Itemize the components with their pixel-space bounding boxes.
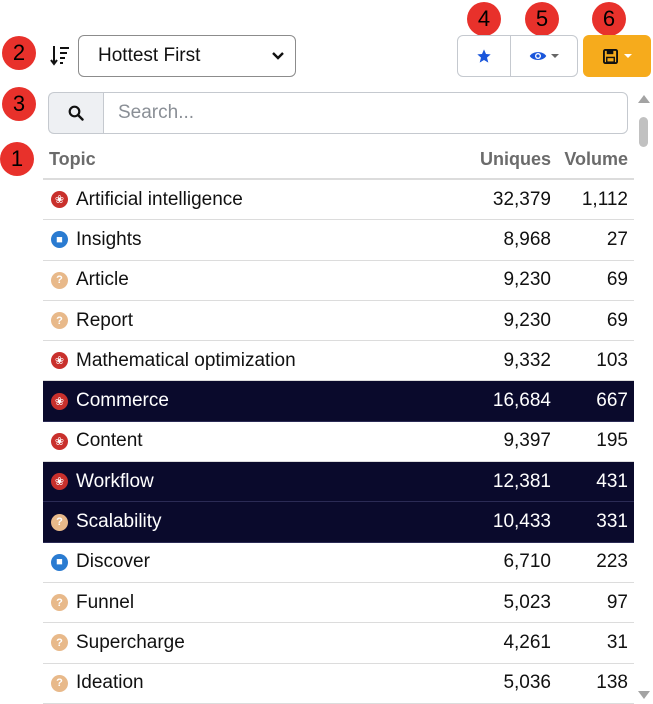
table-row[interactable]: ❀ Content 9,397 195: [43, 422, 634, 463]
view-button-group: [457, 35, 578, 77]
lightbulb-icon: ❀: [51, 432, 68, 450]
volume-value: 69: [606, 309, 628, 331]
annotation-badge-1: 1: [0, 142, 34, 176]
volume-value: 1,112: [581, 188, 628, 210]
volume-value: 97: [606, 591, 628, 613]
caret-down-icon: [623, 54, 632, 58]
scrollbar[interactable]: [636, 95, 650, 699]
topic-name: Commerce: [76, 390, 169, 412]
volume-value: 667: [596, 390, 628, 412]
uniques-value: 9,397: [503, 430, 551, 452]
annotation-badge-4: 4: [467, 2, 501, 36]
table-row[interactable]: ? Scalability 10,433 331: [43, 502, 634, 543]
question-icon: ?: [51, 634, 68, 652]
table-row[interactable]: ? Supercharge 4,261 31: [43, 623, 634, 664]
table-row[interactable]: ❀ Commerce 16,684 667: [43, 381, 634, 422]
uniques-value: 12,381: [492, 470, 551, 492]
cart-icon: ■: [51, 231, 68, 249]
column-header-topic[interactable]: Topic: [49, 148, 96, 169]
volume-value: 138: [596, 672, 628, 694]
topic-name: Insights: [76, 228, 142, 250]
annotation-badge-3: 3: [2, 87, 36, 121]
topic-name: Ideation: [76, 672, 144, 694]
save-dropdown-button[interactable]: [583, 35, 651, 77]
floppy-disk-icon: [602, 48, 618, 64]
sort-desc-icon[interactable]: [50, 44, 70, 68]
lightbulb-icon: ❀: [51, 352, 68, 370]
topic-name: Supercharge: [76, 631, 185, 653]
topic-name: Funnel: [76, 591, 135, 613]
search-icon: [68, 105, 84, 121]
table-row[interactable]: ? Article 9,230 69: [43, 261, 634, 301]
uniques-value: 9,230: [503, 309, 551, 331]
uniques-value: 4,261: [503, 631, 551, 653]
scroll-down-arrow-icon[interactable]: [638, 691, 650, 699]
annotation-badge-5: 5: [525, 2, 559, 36]
topic-name: Article: [76, 269, 129, 291]
annotation-badge-6: 6: [592, 2, 626, 36]
caret-down-icon: [551, 54, 559, 58]
search-button[interactable]: [48, 92, 103, 134]
question-icon: ?: [51, 312, 68, 330]
table-row[interactable]: ? Funnel 5,023 97: [43, 583, 634, 624]
sort-select[interactable]: Hottest First: [78, 35, 296, 77]
table-row[interactable]: ? Ideation 5,036 138: [43, 664, 634, 704]
topic-name: Artificial intelligence: [76, 188, 243, 210]
topic-name: Content: [76, 430, 143, 452]
column-header-uniques[interactable]: Uniques: [479, 148, 551, 169]
question-icon: ?: [51, 594, 68, 612]
topic-name: Mathematical optimization: [76, 349, 296, 371]
uniques-value: 10,433: [492, 511, 551, 533]
table-header: Topic Uniques Volume: [43, 140, 634, 180]
eye-icon: [529, 52, 547, 60]
table-body: ❀ Artificial intelligence 32,379 1,112 ■ Insi…: [43, 180, 634, 704]
uniques-value: 32,379: [492, 188, 551, 210]
volume-value: 195: [596, 430, 628, 452]
topic-name: Discover: [76, 551, 150, 573]
lightbulb-icon: ❀: [51, 392, 68, 410]
volume-value: 431: [596, 470, 628, 492]
uniques-value: 16,684: [492, 390, 551, 412]
uniques-value: 5,036: [503, 672, 551, 694]
scroll-up-arrow-icon[interactable]: [638, 95, 650, 103]
table-row[interactable]: ■ Insights 8,968 27: [43, 220, 634, 261]
search-input[interactable]: [103, 92, 628, 134]
sort-select-value: Hottest First: [98, 45, 201, 66]
volume-value: 103: [596, 349, 628, 371]
table-row[interactable]: ? Report 9,230 69: [43, 301, 634, 342]
table-row[interactable]: ❀ Mathematical optimization 9,332 103: [43, 341, 634, 382]
table-row[interactable]: ❀ Workflow 12,381 431: [43, 462, 634, 503]
volume-value: 223: [596, 551, 628, 573]
column-header-volume[interactable]: Volume: [564, 148, 628, 169]
uniques-value: 9,230: [503, 269, 551, 291]
topic-name: Scalability: [76, 511, 162, 533]
visibility-dropdown-button[interactable]: [511, 36, 577, 76]
question-icon: ?: [51, 513, 68, 531]
chevron-down-icon: [272, 52, 284, 60]
scrollbar-thumb[interactable]: [639, 117, 648, 147]
cart-icon: ■: [51, 553, 68, 571]
topic-name: Report: [76, 309, 134, 331]
question-icon: ?: [51, 674, 68, 692]
lightbulb-icon: ❀: [51, 473, 68, 491]
uniques-value: 6,710: [503, 551, 551, 573]
table-row[interactable]: ❀ Artificial intelligence 32,379 1,112: [43, 180, 634, 221]
star-icon: [477, 49, 491, 63]
favorites-button[interactable]: [458, 36, 511, 76]
question-icon: ?: [51, 271, 68, 289]
topic-name: Workflow: [76, 470, 154, 492]
volume-value: 69: [606, 269, 628, 291]
uniques-value: 5,023: [503, 591, 551, 613]
annotation-badge-2: 2: [2, 36, 36, 70]
topics-table: Topic Uniques Volume ❀ Artificial intelli…: [43, 140, 634, 704]
volume-value: 31: [606, 631, 628, 653]
lightbulb-icon: ❀: [51, 191, 68, 209]
uniques-value: 9,332: [503, 349, 551, 371]
volume-value: 27: [606, 228, 628, 250]
uniques-value: 8,968: [503, 228, 551, 250]
table-row[interactable]: ■ Discover 6,710 223: [43, 543, 634, 583]
volume-value: 331: [596, 511, 628, 533]
